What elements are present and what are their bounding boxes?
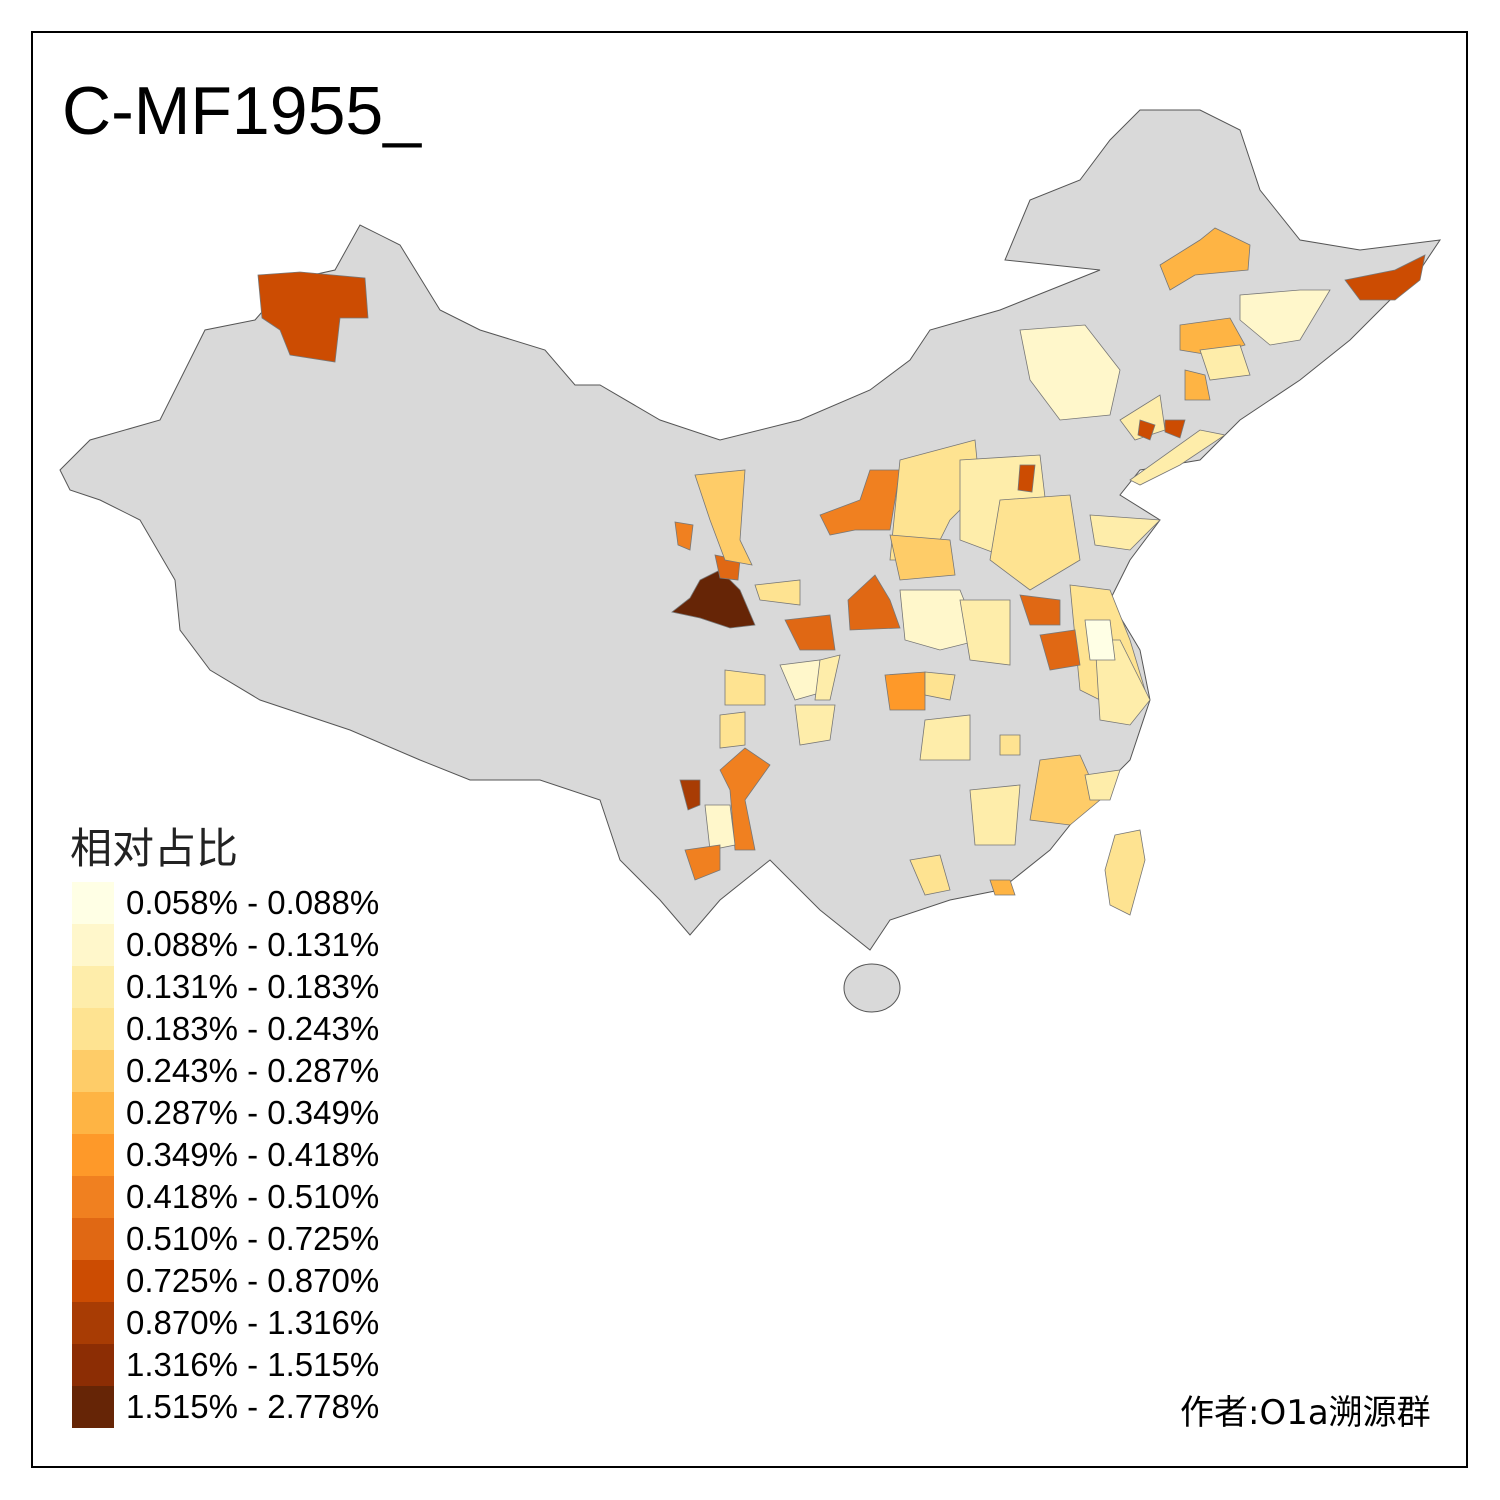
legend-label: 1.316% - 1.515%: [126, 1346, 380, 1383]
legend-swatch: [72, 1134, 114, 1176]
region-shape: [1164, 419, 1186, 439]
legend-swatch: [72, 1050, 114, 1092]
legend-item: 0.287% - 0.349%: [72, 1092, 379, 1134]
legend-item: 0.725% - 0.870%: [72, 1260, 379, 1302]
legend-swatch: [72, 882, 114, 924]
region-shape: [719, 747, 771, 851]
region-shape: [924, 671, 956, 701]
legend-label: 0.287% - 0.349%: [126, 1094, 380, 1131]
region-shape: [754, 579, 801, 606]
region-shape: [794, 704, 836, 746]
region-shape: [1159, 227, 1251, 291]
region-shape: [819, 469, 901, 536]
region-shape: [919, 714, 971, 761]
region-shape: [1094, 639, 1151, 726]
region-shape: [847, 574, 901, 631]
legend-item: 0.243% - 0.287%: [72, 1050, 379, 1092]
region-shape: [694, 469, 753, 566]
legend-swatch: [72, 1092, 114, 1134]
legend-title: 相对占比: [70, 824, 239, 873]
country-outline: [59, 109, 1442, 951]
legend-swatch: [72, 1386, 114, 1428]
region-shape: [1084, 619, 1116, 661]
legend-label: 0.131% - 0.183%: [126, 968, 380, 1005]
region-shape: [959, 599, 1011, 666]
legend-label: 0.725% - 0.870%: [126, 1262, 380, 1299]
legend-item: 0.131% - 0.183%: [72, 966, 379, 1008]
region-shape: [909, 854, 951, 896]
legend-label: 0.183% - 0.243%: [126, 1010, 380, 1047]
legend-label: 0.870% - 1.316%: [126, 1304, 380, 1341]
legend-swatch: [72, 1218, 114, 1260]
region-shape: [1029, 754, 1101, 826]
legend-swatch: [72, 1344, 114, 1386]
region-shape: [1017, 464, 1036, 493]
region-shape: [1089, 514, 1161, 551]
legend-label: 1.515% - 2.778%: [126, 1388, 380, 1425]
legend-item: 0.058% - 0.088%: [72, 882, 379, 924]
region-shape: [724, 669, 766, 706]
region-shape: [704, 804, 736, 851]
legend-item: 0.510% - 0.725%: [72, 1218, 379, 1260]
legend-label: 0.058% - 0.088%: [126, 884, 380, 921]
figure-border: [31, 31, 1468, 1468]
region-shape: [257, 271, 369, 363]
region-shape: [1184, 369, 1211, 401]
region-shape: [889, 534, 956, 581]
region-shape: [1199, 344, 1251, 381]
region-shape: [1129, 429, 1227, 486]
legend-item: 1.316% - 1.515%: [72, 1344, 379, 1386]
region-shape: [814, 654, 841, 701]
region-shape: [989, 879, 1016, 896]
region-shape: [999, 734, 1021, 756]
author-credit: 作者:O1a溯源群: [1180, 1393, 1431, 1433]
region-shape: [684, 844, 721, 881]
legend-label: 0.349% - 0.418%: [126, 1136, 380, 1173]
legend-swatch: [72, 1260, 114, 1302]
legend: 0.058% - 0.088% 0.088% - 0.131% 0.131% - 0…: [72, 882, 379, 1428]
map-title: C-MF1955_: [62, 73, 422, 149]
legend-swatch: [72, 966, 114, 1008]
legend-label: 0.088% - 0.131%: [126, 926, 380, 963]
legend-swatch: [72, 1302, 114, 1344]
region-shape: [679, 779, 701, 811]
legend-item: 1.515% - 2.778%: [72, 1386, 379, 1428]
region-layer: [257, 227, 1426, 916]
legend-item: 0.183% - 0.243%: [72, 1008, 379, 1050]
region-shape: [1344, 254, 1426, 301]
region-shape: [674, 521, 694, 551]
region-shape: [1137, 419, 1156, 441]
region-shape: [1039, 629, 1081, 671]
legend-swatch: [72, 1008, 114, 1050]
legend-item: 0.349% - 0.418%: [72, 1134, 379, 1176]
region-shape: [889, 439, 981, 561]
legend-label: 0.243% - 0.287%: [126, 1052, 380, 1089]
region-shape: [1084, 769, 1121, 801]
legend-label: 0.418% - 0.510%: [126, 1178, 380, 1215]
region-shape: [784, 614, 836, 651]
region-shape: [1239, 289, 1331, 346]
region-shape: [899, 589, 981, 651]
legend-item: 0.418% - 0.510%: [72, 1176, 379, 1218]
region-shape: [1104, 829, 1146, 916]
region-shape: [989, 494, 1081, 591]
legend-item: 0.870% - 1.316%: [72, 1302, 379, 1344]
region-shape: [719, 711, 746, 749]
legend-item: 0.088% - 0.131%: [72, 924, 379, 966]
region-shape: [884, 671, 926, 711]
region-shape: [1019, 594, 1061, 626]
region-shape: [969, 784, 1021, 846]
legend-swatch: [72, 924, 114, 966]
hainan-island: [843, 963, 901, 1013]
region-shape: [1019, 324, 1121, 421]
legend-swatch: [72, 1176, 114, 1218]
legend-label: 0.510% - 0.725%: [126, 1220, 380, 1257]
